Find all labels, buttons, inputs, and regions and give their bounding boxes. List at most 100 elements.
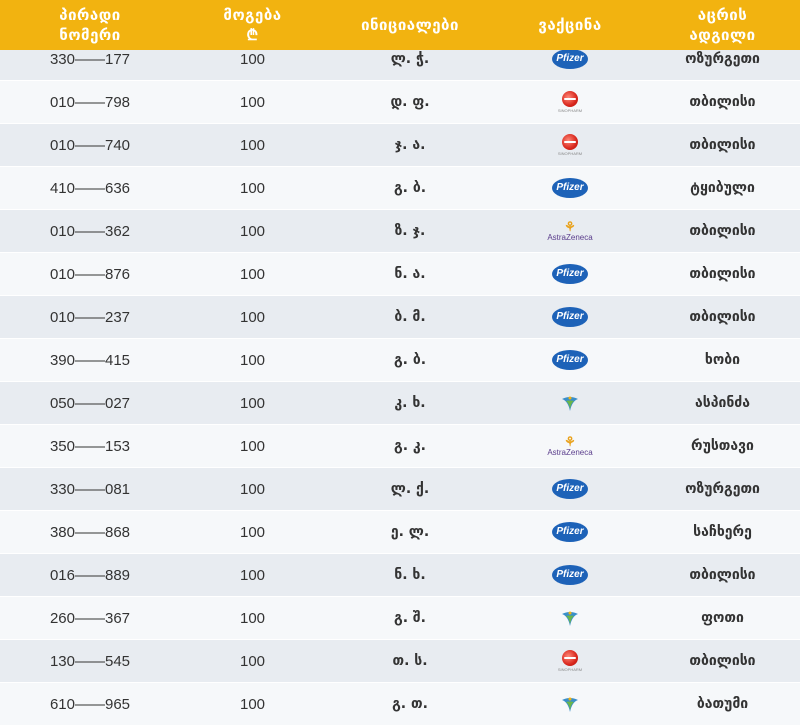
location-cell: ხობი <box>704 352 741 368</box>
personal-id-cell: 010——740 <box>49 136 131 154</box>
pfizer-logo-icon: Pfizer <box>552 264 588 284</box>
astrazeneca-logo-icon: ⚘ AstraZeneca <box>547 218 593 242</box>
location-cell: ასპინძა <box>694 395 750 411</box>
header-personal-id-line2: ნომერი <box>59 26 121 44</box>
vaccine-cell: SINOPHARM <box>495 640 645 682</box>
location-cell: თბილისი <box>689 137 756 153</box>
initials-cell: გ. თ. <box>392 696 428 712</box>
sputnik-logo-icon <box>559 693 581 715</box>
location-cell: თბილისი <box>689 266 756 282</box>
vaccine-cell: Pfizer <box>495 38 645 80</box>
astrazeneca-logo-icon: ⚘ AstraZeneca <box>547 433 593 457</box>
table-row: 350——153 100 გ. კ. ⚘ AstraZeneca რუსთავი <box>0 425 800 468</box>
location-cell: თბილისი <box>689 309 756 325</box>
location-cell: თბილისი <box>689 94 756 110</box>
sinopharm-logo-icon: SINOPHARM <box>558 134 582 156</box>
location-cell: თბილისი <box>689 653 756 669</box>
prize-cell: 100 <box>239 179 266 197</box>
location-cell: ფოთი <box>701 610 744 626</box>
vaccine-cell: Pfizer <box>495 339 645 381</box>
table-row: 050——027 100 კ. ხ. ასპინძა <box>0 382 800 425</box>
location-cell: თბილისი <box>689 567 756 583</box>
personal-id-cell: 390——415 <box>49 351 131 369</box>
personal-id-cell: 050——027 <box>49 394 131 412</box>
initials-cell: გ. შ. <box>394 610 426 626</box>
table-row: 010——237 100 ბ. მ. Pfizer თბილისი <box>0 296 800 339</box>
sinopharm-logo-icon: SINOPHARM <box>558 650 582 672</box>
sinopharm-logo-text: SINOPHARM <box>557 108 583 113</box>
sputnik-logo-icon <box>559 607 581 629</box>
personal-id-cell: 380——868 <box>49 523 131 541</box>
prize-cell: 100 <box>239 480 266 498</box>
pfizer-logo-icon: Pfizer <box>552 178 588 198</box>
prize-cell: 100 <box>239 136 266 154</box>
header-vaccine-label: ვაქცინა <box>538 16 602 34</box>
header-initials: ინიციალები <box>325 0 495 50</box>
table-row: 010——798 100 დ. ფ. SINOPHARM თბილისი <box>0 81 800 124</box>
sputnik-logo-icon <box>559 392 581 414</box>
table-header: პირადი ნომერი მოგება ₾ ინიციალები ვაქცინ… <box>0 0 800 50</box>
vaccine-cell: Pfizer <box>495 296 645 338</box>
personal-id-cell: 260——367 <box>49 609 131 627</box>
initials-cell: ე. ლ. <box>390 524 430 540</box>
location-cell: ოზურგეთი <box>685 51 760 67</box>
personal-id-cell: 350——153 <box>49 437 131 455</box>
vaccine-cell: Pfizer <box>495 554 645 596</box>
personal-id-cell: 410——636 <box>49 179 131 197</box>
table-row: 010——876 100 ნ. ა. Pfizer თბილისი <box>0 253 800 296</box>
pfizer-logo-icon: Pfizer <box>552 350 588 370</box>
vaccine-cell <box>495 683 645 725</box>
sinopharm-logo-icon: SINOPHARM <box>558 91 582 113</box>
pfizer-logo-icon: Pfizer <box>552 49 588 69</box>
prize-cell: 100 <box>239 437 266 455</box>
prize-cell: 100 <box>239 93 266 111</box>
vaccine-cell: Pfizer <box>495 511 645 553</box>
astrazeneca-logo-text: AstraZeneca <box>547 232 593 242</box>
prize-cell: 100 <box>239 394 266 412</box>
personal-id-cell: 010——798 <box>49 93 131 111</box>
table-row: 610——965 100 გ. თ. ბათუმი <box>0 683 800 726</box>
personal-id-cell: 010——362 <box>49 222 131 240</box>
prize-cell: 100 <box>239 523 266 541</box>
header-personal-id: პირადი ნომერი <box>0 0 180 50</box>
personal-id-cell: 010——876 <box>49 265 131 283</box>
vaccine-cell: SINOPHARM <box>495 124 645 166</box>
initials-cell: გ. კ. <box>394 438 426 454</box>
personal-id-cell: 330——177 <box>49 50 131 68</box>
prize-cell: 100 <box>239 351 266 369</box>
table-row: 390——415 100 გ. ბ. Pfizer ხობი <box>0 339 800 382</box>
astrazeneca-logo-text: AstraZeneca <box>547 447 593 457</box>
sinopharm-logo-text: SINOPHARM <box>557 667 583 672</box>
prize-cell: 100 <box>239 265 266 283</box>
initials-cell: ნ. ა. <box>394 266 426 282</box>
sinopharm-logo-text: SINOPHARM <box>557 151 583 156</box>
table-row: 260——367 100 გ. შ. ფოთი <box>0 597 800 640</box>
prize-cell: 100 <box>239 695 266 713</box>
personal-id-cell: 016——889 <box>49 566 131 584</box>
personal-id-cell: 610——965 <box>49 695 131 713</box>
prize-cell: 100 <box>239 566 266 584</box>
initials-cell: ნ. ხ. <box>394 567 426 583</box>
table-row: 410——636 100 გ. ბ. Pfizer ტყიბული <box>0 167 800 210</box>
table-row: 010——362 100 ზ. ჯ. ⚘ AstraZeneca თბილისი <box>0 210 800 253</box>
location-cell: ოზურგეთი <box>685 481 760 497</box>
initials-cell: ლ. ქ. <box>390 481 430 497</box>
header-prize: მოგება ₾ <box>180 0 325 50</box>
pfizer-logo-icon: Pfizer <box>552 522 588 542</box>
initials-cell: დ. ფ. <box>390 94 430 110</box>
location-cell: თბილისი <box>689 223 756 239</box>
location-cell: რუსთავი <box>691 438 754 454</box>
vaccine-cell <box>495 597 645 639</box>
pfizer-logo-icon: Pfizer <box>552 565 588 585</box>
initials-cell: თ. ს. <box>392 653 428 669</box>
vaccine-cell <box>495 382 645 424</box>
table-row: 016——889 100 ნ. ხ. Pfizer თბილისი <box>0 554 800 597</box>
location-cell: საჩხერე <box>693 524 752 540</box>
vaccine-cell: Pfizer <box>495 253 645 295</box>
prize-cell: 100 <box>239 50 266 68</box>
prize-cell: 100 <box>239 308 266 326</box>
initials-cell: გ. ბ. <box>393 180 427 196</box>
personal-id-cell: 330——081 <box>49 480 131 498</box>
table-row: 130——545 100 თ. ს. SINOPHARM თბილისი <box>0 640 800 683</box>
table-row: 010——740 100 ჯ. ა. SINOPHARM თბილისი <box>0 124 800 167</box>
